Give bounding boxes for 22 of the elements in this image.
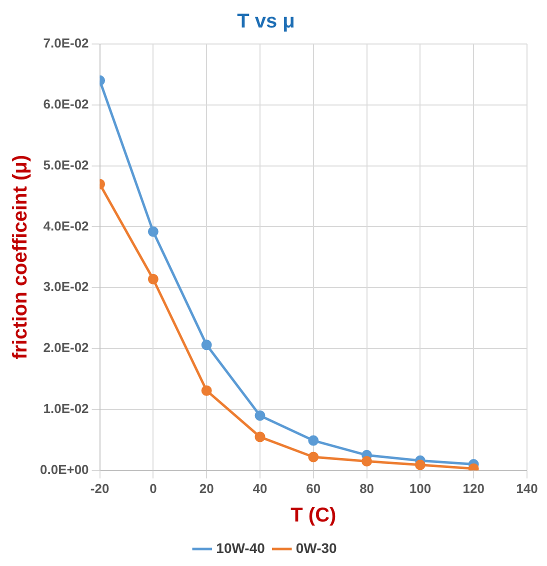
x-tick-label: -20 [90, 480, 110, 496]
x-tick-label: 120 [462, 480, 484, 496]
y-tick-label: 6.0E-02 [43, 96, 89, 112]
y-tick-label: 4.0E-02 [43, 218, 89, 234]
x-tick-label: 100 [409, 480, 432, 496]
legend-label: 0W-30 [296, 540, 338, 556]
chart-title: T vs μ [237, 10, 295, 33]
y-tick-label: 0.0E+00 [40, 462, 89, 477]
x-tick-label: 140 [516, 480, 538, 496]
y-tick-label: 2.0E-02 [43, 340, 89, 356]
legend-label: 10W-40 [216, 540, 266, 556]
x-tick-label: 40 [252, 480, 268, 496]
x-axis-title: T (C) [290, 504, 336, 527]
y-tick-label: 7.0E-02 [43, 36, 89, 51]
x-tick-label: 80 [360, 480, 374, 496]
x-tick-label: 60 [306, 480, 321, 496]
y-tick-label: 5.0E-02 [43, 157, 89, 172]
x-tick-label: 0 [150, 480, 157, 496]
y-axis-title: friction coefficeint (μ) [10, 154, 32, 360]
x-tick-label: 20 [199, 480, 214, 496]
y-tick-label: 1.0E-02 [43, 401, 89, 416]
y-tick-label: 3.0E-02 [43, 279, 89, 294]
